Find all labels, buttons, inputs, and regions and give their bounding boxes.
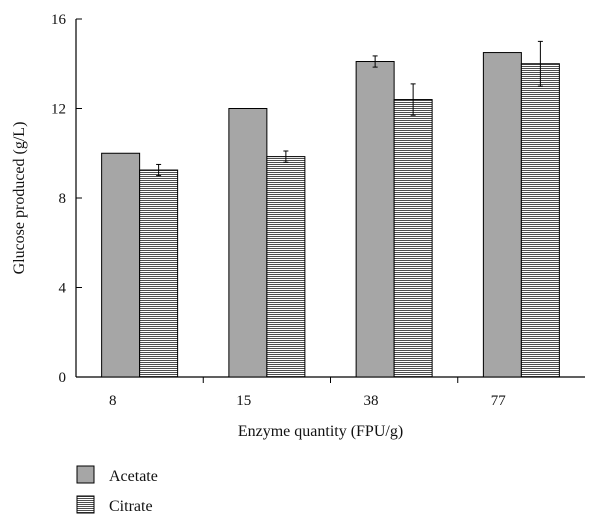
- bar-acetate-38: [355, 61, 395, 378]
- bar-acetate-77: [482, 52, 522, 378]
- legend-swatch-citrate: [76, 495, 95, 514]
- bar-acetate-15: [228, 108, 268, 378]
- y-tick-label-16: 16: [51, 12, 67, 28]
- legend: Acetate Citrate: [76, 465, 158, 515]
- y-tick-label-0: 0: [59, 370, 67, 386]
- legend-swatch-acetate: [76, 465, 95, 484]
- legend-label-acetate: Acetate: [109, 468, 158, 485]
- x-tick-label-77: 77: [491, 393, 507, 409]
- plot-area: 0 4 8 12 16 8 15 38 77: [51, 12, 585, 409]
- bar-citrate-15: [266, 156, 306, 378]
- y-tick-label-4: 4: [59, 281, 67, 297]
- x-tick-label-15: 15: [236, 393, 251, 409]
- x-tick-label-38: 38: [364, 393, 379, 409]
- x-tick-label-8: 8: [109, 393, 117, 409]
- bar-acetate-8: [101, 152, 141, 378]
- y-tick-label-8: 8: [59, 191, 67, 207]
- bar-citrate-8: [139, 169, 179, 378]
- y-tick-label-12: 12: [51, 102, 66, 118]
- legend-label-citrate: Citrate: [109, 498, 153, 515]
- bar-citrate-38: [393, 99, 433, 378]
- x-axis-title: Enzyme quantity (FPU/g): [238, 423, 403, 440]
- bar-citrate-77: [520, 63, 560, 378]
- y-axis-title: Glucose produced (g/L): [11, 122, 28, 275]
